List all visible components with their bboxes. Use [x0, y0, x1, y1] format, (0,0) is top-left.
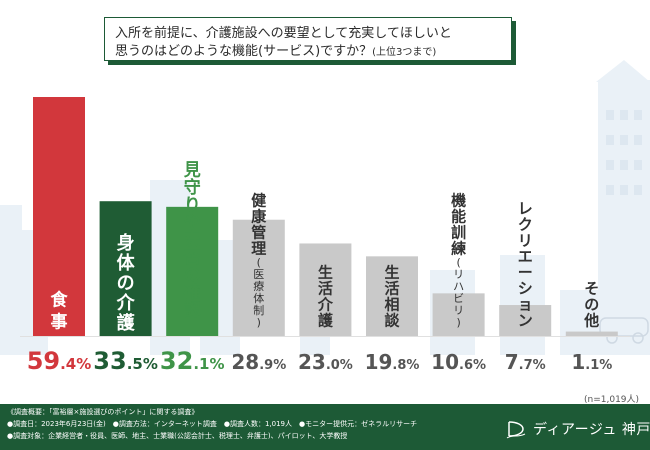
bar-label-5: 生活介護: [317, 264, 334, 330]
value-label-8: 7.7%: [505, 350, 546, 374]
title-line-1: 入所を前提に、介護施設への要望として充実してほしいと: [115, 26, 452, 41]
survey-targets: ●調査対象：企業経営者・役員、医師、地主、士業職(公認会計士、税理士、弁護士)、…: [7, 432, 348, 440]
brand-name: ディアージュ 神戸: [533, 422, 650, 438]
bar-4: [232, 219, 285, 336]
bar-6: [366, 256, 418, 336]
bar-2: [99, 201, 152, 336]
bar-1: [33, 97, 85, 336]
bar-label-2: 身体の介護: [116, 232, 136, 334]
title-line-2-note: (上位3つまで): [372, 47, 437, 58]
value-label-9: 1.1%: [571, 350, 612, 374]
bar-label-6: 生活相談: [384, 264, 400, 330]
brand: ディアージュ 神戸: [505, 418, 650, 440]
chart-title: 入所を前提に、介護施設への要望として充実してほしいと 思うのはどのような機能(サ…: [104, 17, 512, 61]
bar-9: [565, 331, 618, 336]
value-label-2: 33.5%: [93, 347, 158, 375]
bar-label-7: 機能訓練(リハビリ): [451, 192, 466, 330]
value-label-4: 28.9%: [231, 350, 286, 374]
survey-overview-title: 《調査概要：「富裕層×施設選びのポイント」に関する調査》: [7, 408, 199, 416]
bar-label-8: レクリエーション: [518, 200, 533, 330]
footer: 《調査概要：「富裕層×施設選びのポイント」に関する調査》 ●調査日：2023年6…: [0, 404, 650, 450]
title-line-2-main: 思うのはどのような機能(サービス)ですか？: [115, 44, 373, 59]
brand-logo-icon: [506, 421, 526, 439]
title-line-2: 思うのはどのような機能(サービス)ですか？(上位3つまで): [115, 40, 436, 59]
bar-label-9: その他: [583, 280, 599, 330]
bar-3: [166, 206, 219, 336]
value-label-7: 10.6%: [431, 350, 486, 374]
survey-details: ●調査日：2023年6月23日(金) ●調査方法：インターネット調査 ●調査人数…: [7, 420, 418, 428]
bar-5: [299, 243, 352, 336]
bar-chart: 食事 59.4% 身体の介護 33.5% 見守りや安否の確認 32.1% 健康管理(医療体制…: [20, 97, 630, 375]
value-label-1: 59.4%: [27, 347, 92, 375]
bar-label-1: 食事: [51, 290, 69, 333]
bar-label-3: 見守りや安否の確認: [183, 160, 201, 320]
sample-size-note: (n=1,019人): [584, 395, 640, 405]
value-label-5: 23.0%: [298, 350, 353, 374]
bar-label-4: 健康管理(医療体制): [251, 192, 267, 330]
bar-7: [432, 293, 485, 336]
bar-8: [499, 305, 552, 336]
value-label-6: 19.8%: [365, 350, 420, 374]
value-label-3: 32.1%: [160, 347, 225, 375]
